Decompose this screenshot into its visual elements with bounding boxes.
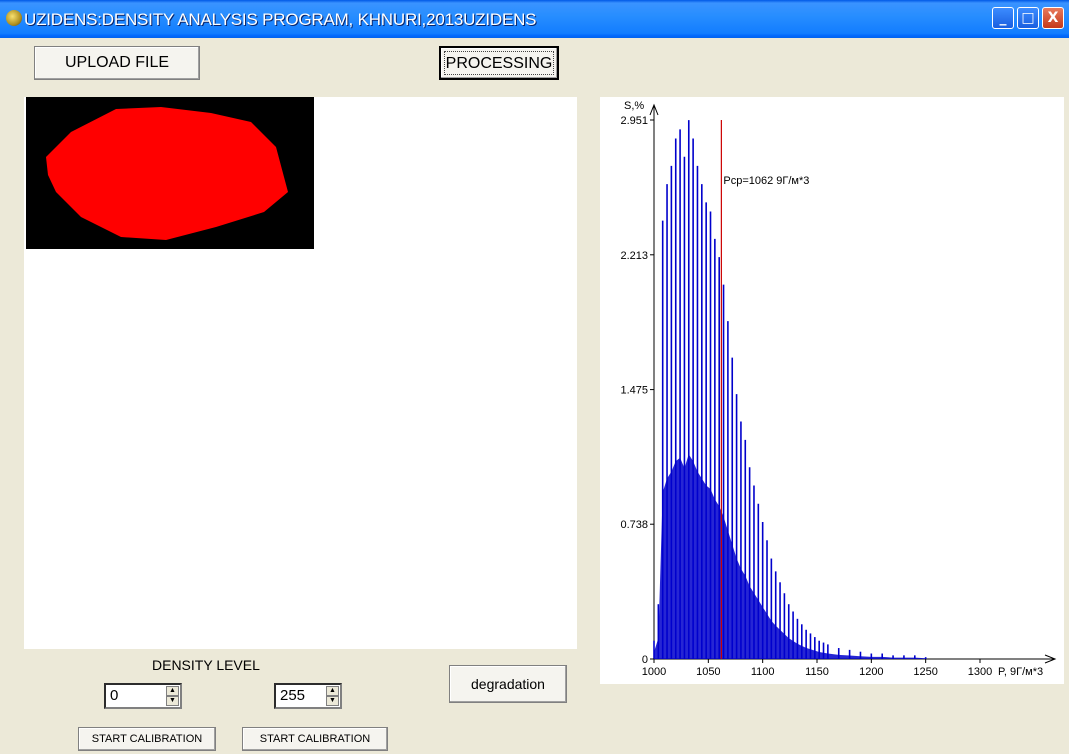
density-level-label: DENSITY LEVEL (152, 657, 260, 673)
x-tick-label: 1300 (968, 666, 992, 678)
maximize-button[interactable]: □ (1017, 7, 1039, 29)
start-calibration-button-1[interactable]: START CALIBRATION (78, 727, 216, 751)
y-tick-label: 2.213 (620, 250, 648, 262)
histogram-chart: Pcp=1062 9Г/м*3 2.951 2.213 1.475 0.738 0 1000… (600, 97, 1064, 684)
red-region (46, 107, 288, 240)
degradation-button[interactable]: degradation (449, 665, 567, 703)
mean-label: Pcp=1062 9Г/м*3 (723, 175, 809, 187)
focus-outline (444, 51, 554, 75)
processing-label: PROCESSING (445, 55, 553, 72)
x-tick-label: 1250 (913, 666, 937, 678)
x-axis-arrow-icon (1044, 654, 1057, 664)
y-tick-label: 1.475 (620, 385, 648, 397)
window-title: UZIDENS:DENSITY ANALYSIS PROGRAM, KHNURI… (24, 10, 537, 29)
upload-file-button[interactable]: UPLOAD FILE (34, 46, 200, 80)
spinner-up-icon[interactable]: ▲ (326, 686, 339, 696)
density-min-value[interactable]: 0 (110, 687, 119, 704)
spinner-down-icon[interactable]: ▼ (326, 696, 339, 706)
spinner-up-icon[interactable]: ▲ (166, 686, 179, 696)
density-max-value[interactable]: 255 (280, 687, 306, 704)
histogram-density-fill (654, 454, 926, 659)
processing-button[interactable]: PROCESSING (439, 46, 559, 80)
density-min-spinner[interactable]: 0 ▲ ▼ (104, 683, 182, 709)
spinner-arrows[interactable]: ▲ ▼ (166, 686, 179, 706)
histogram-svg: Pcp=1062 9Г/м*3 2.951 2.213 1.475 0.738 01000… (620, 100, 1057, 678)
app-icon[interactable] (6, 10, 22, 26)
y-tick-label: 0.738 (620, 519, 648, 531)
x-tick-label: 1050 (696, 666, 720, 678)
y-axis-label: S,% (624, 100, 644, 112)
minimize-button[interactable]: _ (992, 7, 1014, 29)
x-tick-label: 1100 (751, 666, 775, 678)
density-blob (46, 107, 288, 240)
y-tick-label: 0 (642, 654, 648, 666)
x-tick-label: 1150 (805, 666, 829, 678)
density-max-spinner[interactable]: 255 ▲ ▼ (274, 683, 342, 709)
y-axis-arrow-icon (649, 103, 659, 116)
spinner-arrows[interactable]: ▲ ▼ (326, 686, 339, 706)
start-calibration-button-2[interactable]: START CALIBRATION (242, 727, 388, 751)
x-axis-label: P, 9Г/м*3 (998, 666, 1043, 678)
x-tick-label: 1000 (642, 666, 666, 678)
title-bar: UZIDENS:DENSITY ANALYSIS PROGRAM, KHNURI… (0, 0, 1069, 38)
x-tick-label: 1200 (859, 666, 883, 678)
y-tick-label: 2.951 (620, 115, 648, 127)
image-preview (26, 97, 314, 249)
spinner-down-icon[interactable]: ▼ (166, 696, 179, 706)
close-button[interactable]: X (1042, 7, 1064, 29)
